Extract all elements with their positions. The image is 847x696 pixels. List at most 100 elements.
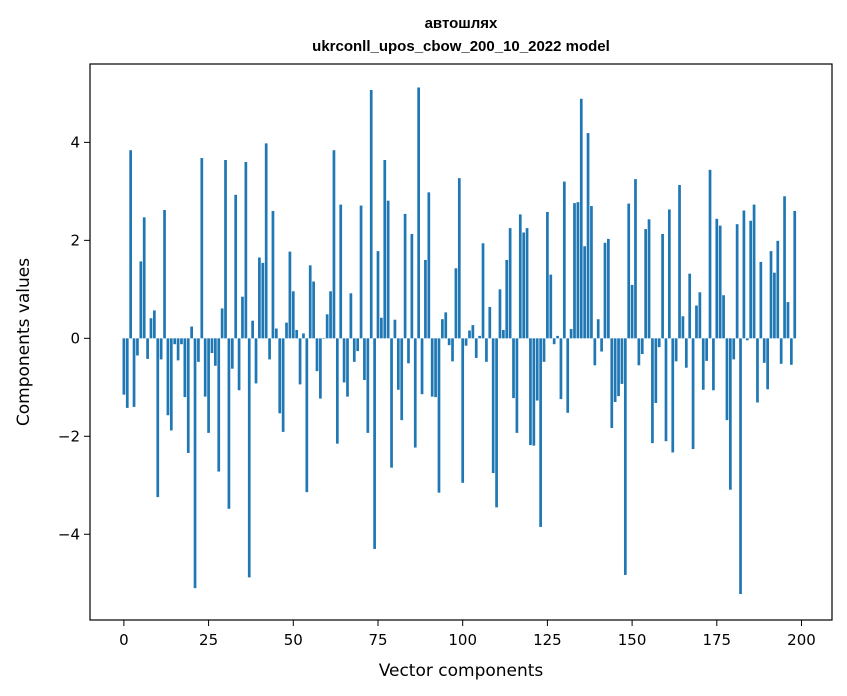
bar	[485, 338, 488, 362]
bar	[695, 305, 698, 339]
bar	[234, 194, 238, 339]
bar	[163, 209, 166, 339]
bar	[153, 310, 156, 339]
bar	[583, 246, 587, 339]
x-tick-label: 100	[448, 631, 477, 649]
y-tick-label: −4	[58, 525, 80, 543]
bar	[573, 203, 576, 339]
bar	[369, 89, 373, 339]
bar	[193, 338, 197, 589]
bar	[640, 338, 644, 355]
bar	[169, 338, 173, 431]
bar	[552, 338, 556, 345]
bar	[766, 338, 769, 390]
bar	[288, 251, 292, 339]
bar	[247, 338, 251, 578]
bar	[451, 338, 454, 362]
bar	[339, 204, 343, 339]
bar	[745, 338, 749, 341]
bar	[407, 338, 410, 364]
chart-title-line1: автошлях	[425, 15, 498, 32]
bar	[159, 338, 163, 360]
bar	[386, 200, 390, 339]
bar	[244, 161, 248, 339]
bar	[139, 261, 143, 339]
bar	[136, 338, 139, 356]
bar	[671, 338, 675, 453]
bar	[712, 338, 715, 391]
bar	[488, 306, 492, 339]
bar	[142, 217, 146, 339]
bar	[668, 209, 671, 339]
bar	[498, 289, 502, 339]
bar	[549, 274, 553, 339]
bar	[613, 338, 617, 403]
bar	[559, 338, 563, 400]
x-tick-label: 50	[284, 631, 303, 649]
bar	[522, 232, 526, 339]
bar	[569, 329, 573, 339]
bar	[254, 338, 258, 384]
bar	[729, 338, 732, 490]
y-tick-label: 0	[70, 329, 80, 347]
bar	[319, 338, 322, 399]
bar	[457, 178, 461, 339]
bar	[322, 338, 326, 339]
bar	[701, 338, 705, 390]
bar	[146, 338, 149, 359]
bar	[546, 211, 549, 339]
x-tick-label: 150	[618, 631, 647, 649]
bar	[214, 338, 217, 366]
bar	[430, 338, 434, 397]
bar	[173, 338, 177, 345]
bar	[312, 281, 315, 339]
bar	[335, 338, 339, 444]
bar	[461, 338, 465, 483]
bar	[491, 338, 495, 474]
bar	[424, 259, 427, 339]
x-tick-label: 0	[119, 631, 129, 649]
bar	[532, 338, 536, 446]
bar	[227, 338, 231, 509]
bar	[413, 338, 417, 448]
bar	[176, 338, 180, 361]
bar	[576, 202, 580, 339]
bar	[752, 204, 756, 339]
bar	[793, 210, 797, 339]
bar	[122, 338, 126, 395]
bar	[444, 312, 448, 339]
bar	[315, 338, 319, 372]
bar	[271, 210, 275, 339]
bar	[403, 213, 407, 339]
bar	[664, 338, 668, 442]
bar	[725, 338, 729, 421]
bar	[281, 338, 285, 432]
bar	[634, 179, 637, 339]
bar	[417, 87, 420, 339]
bar	[722, 295, 725, 339]
bar	[691, 338, 695, 450]
bar	[651, 338, 654, 444]
bar	[380, 317, 383, 339]
bar	[495, 338, 498, 508]
bar	[698, 292, 702, 339]
bar	[630, 284, 634, 339]
bar	[515, 338, 519, 433]
bar	[264, 143, 268, 339]
bar	[329, 291, 332, 339]
bar	[468, 330, 471, 339]
bar	[125, 338, 129, 408]
x-tick-label: 25	[199, 631, 218, 649]
bar	[481, 243, 485, 339]
bar	[346, 338, 349, 397]
chart-title-line2: ukrconll_upos_cbow_200_10_2022 model	[312, 38, 610, 55]
bar	[637, 338, 641, 366]
bar	[627, 203, 631, 339]
plot-frame	[89, 63, 833, 621]
bar	[586, 133, 590, 339]
bar	[705, 338, 708, 361]
bar	[220, 308, 224, 339]
bar	[478, 335, 481, 339]
bar	[708, 169, 712, 339]
